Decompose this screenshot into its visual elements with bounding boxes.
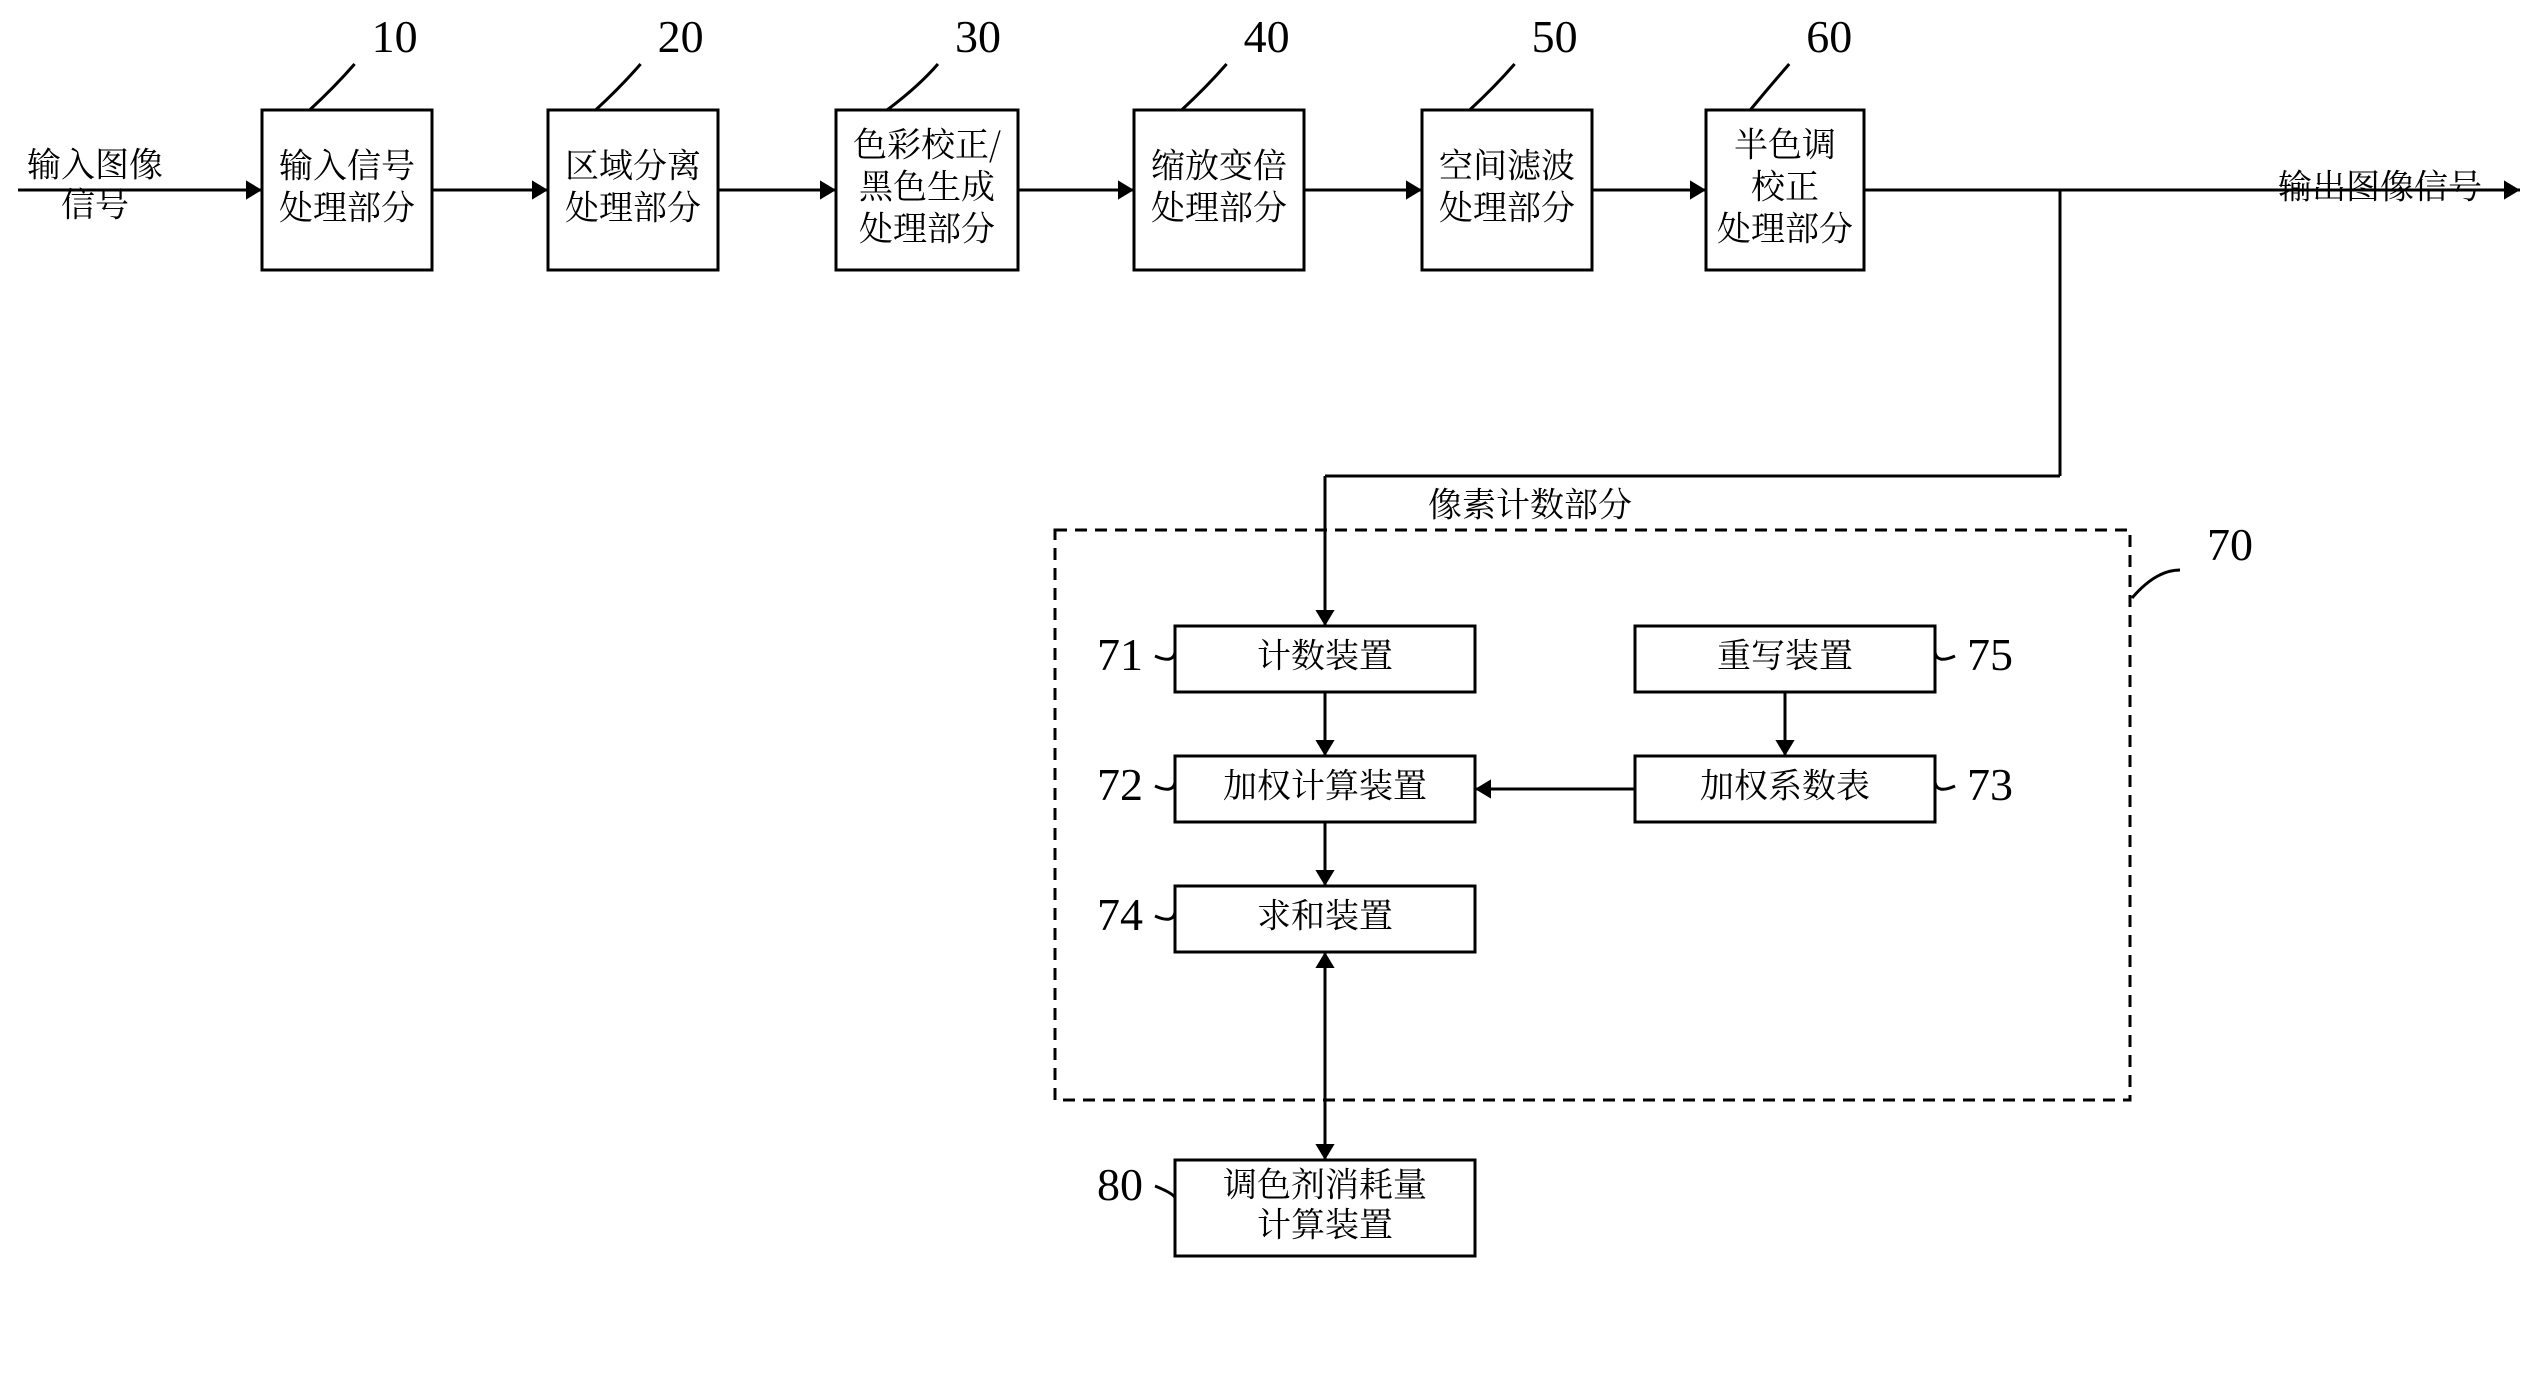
svg-text:70: 70	[2207, 519, 2253, 570]
svg-text:处理部分: 处理部分	[1439, 181, 1575, 230]
svg-text:计算装置: 计算装置	[1257, 1198, 1393, 1247]
svg-text:处理部分: 处理部分	[1717, 202, 1853, 251]
svg-text:像素计数部分: 像素计数部分	[1428, 478, 1632, 527]
svg-text:80: 80	[1097, 1159, 1143, 1210]
svg-text:计数装置: 计数装置	[1257, 629, 1393, 678]
svg-text:40: 40	[1244, 11, 1290, 62]
svg-text:处理部分: 处理部分	[859, 202, 995, 251]
svg-text:10: 10	[372, 11, 418, 62]
svg-text:72: 72	[1097, 759, 1143, 810]
svg-text:重写装置: 重写装置	[1717, 629, 1853, 678]
svg-text:20: 20	[658, 11, 704, 62]
svg-text:处理部分: 处理部分	[565, 181, 701, 230]
svg-text:求和装置: 求和装置	[1257, 889, 1393, 938]
svg-text:加权系数表: 加权系数表	[1700, 759, 1870, 808]
svg-text:输出图像信号: 输出图像信号	[2278, 160, 2482, 209]
svg-text:60: 60	[1806, 11, 1852, 62]
svg-text:71: 71	[1097, 629, 1143, 680]
svg-text:50: 50	[1532, 11, 1578, 62]
svg-text:处理部分: 处理部分	[1151, 181, 1287, 230]
svg-text:信号: 信号	[61, 178, 129, 227]
svg-text:73: 73	[1967, 759, 2013, 810]
svg-text:加权计算装置: 加权计算装置	[1223, 759, 1427, 808]
svg-text:30: 30	[955, 11, 1001, 62]
svg-text:75: 75	[1967, 629, 2013, 680]
svg-text:处理部分: 处理部分	[279, 181, 415, 230]
svg-text:74: 74	[1097, 889, 1143, 940]
